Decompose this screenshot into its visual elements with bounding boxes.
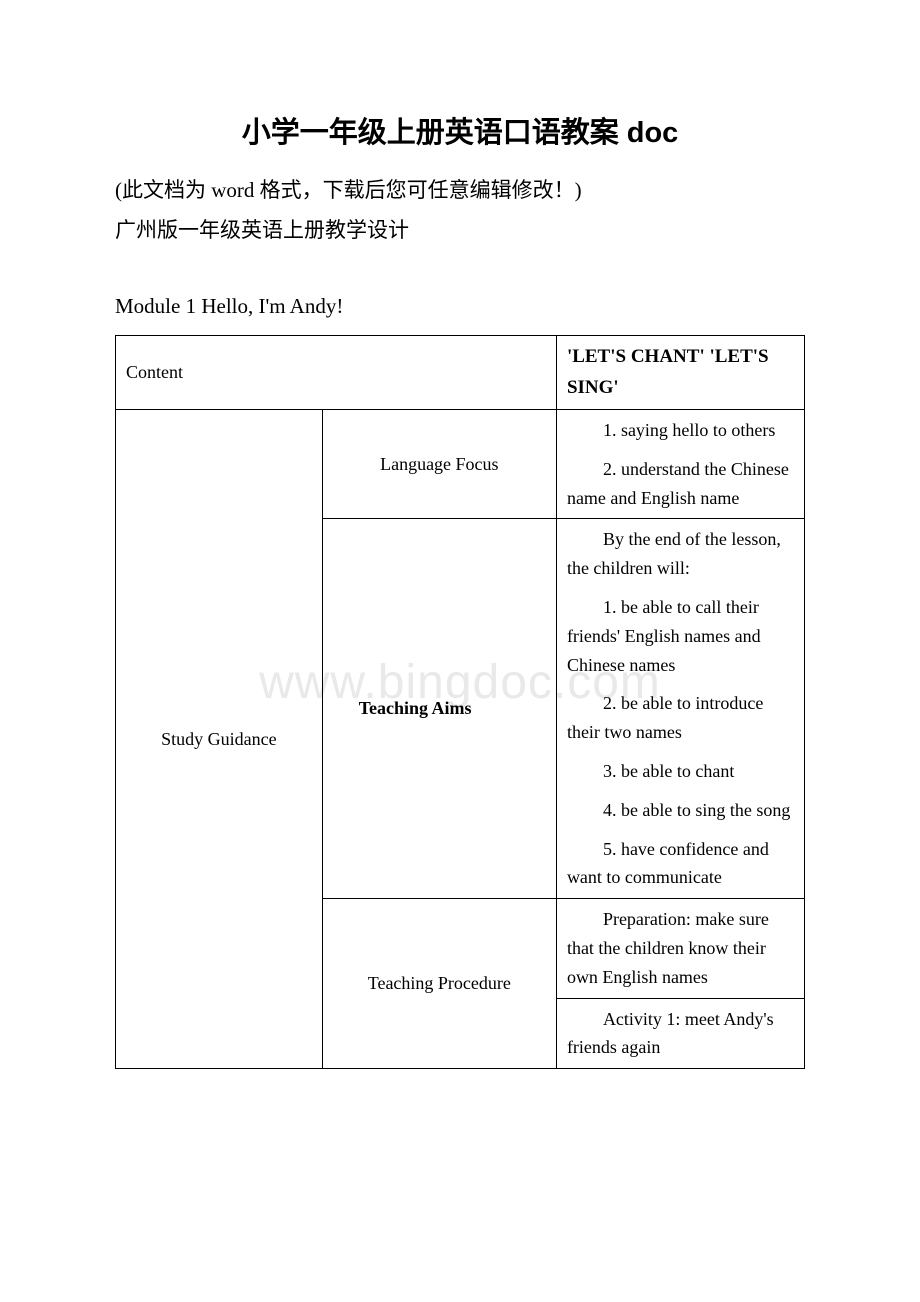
content-value-cell: 'LET'S CHANT' 'LET'S SING' [556,336,804,410]
lesson-plan-table: Content 'LET'S CHANT' 'LET'S SING' Study… [115,335,805,1069]
language-focus-detail: 1. saying hello to others 2. understand … [556,409,804,518]
intro-line-2: 广州版一年级英语上册教学设计 [115,214,805,248]
document-body: 小学一年级上册英语口语教案 doc (此文档为 word 格式，下载后您可任意编… [115,110,805,1069]
language-focus-label: Language Focus [322,409,556,518]
ta-item-2: 2. be able to introduce their two names [567,689,794,747]
teaching-procedure-detail-1: Preparation: make sure that the children… [556,899,804,998]
study-guidance-cell: Study Guidance [116,409,323,1068]
teaching-aims-detail: By the end of the lesson, the children w… [556,519,804,899]
document-title: 小学一年级上册英语口语教案 doc [115,110,805,156]
ta-item-4: 4. be able to sing the song [567,796,794,825]
teaching-aims-label: Teaching Aims [322,519,556,899]
content-label-cell: Content [116,336,557,410]
ta-item-3: 3. be able to chant [567,757,794,786]
lf-item-1: 1. saying hello to others [567,416,794,445]
ta-item-1: 1. be able to call their friends' Englis… [567,593,794,679]
teaching-procedure-label: Teaching Procedure [322,899,556,1069]
intro-line-1: (此文档为 word 格式，下载后您可任意编辑修改！) [115,174,805,208]
module-heading: Module 1 Hello, I'm Andy! [115,290,805,324]
table-row: Content 'LET'S CHANT' 'LET'S SING' [116,336,805,410]
ta-lead: By the end of the lesson, the children w… [567,525,794,583]
table-row: Study Guidance Language Focus 1. saying … [116,409,805,518]
teaching-procedure-detail-2: Activity 1: meet Andy's friends again [556,998,804,1069]
tp-item-1: Preparation: make sure that the children… [567,905,794,991]
lf-item-2: 2. understand the Chinese name and Engli… [567,455,794,513]
tp-item-2: Activity 1: meet Andy's friends again [567,1005,794,1063]
ta-item-5: 5. have confidence and want to communica… [567,835,794,893]
